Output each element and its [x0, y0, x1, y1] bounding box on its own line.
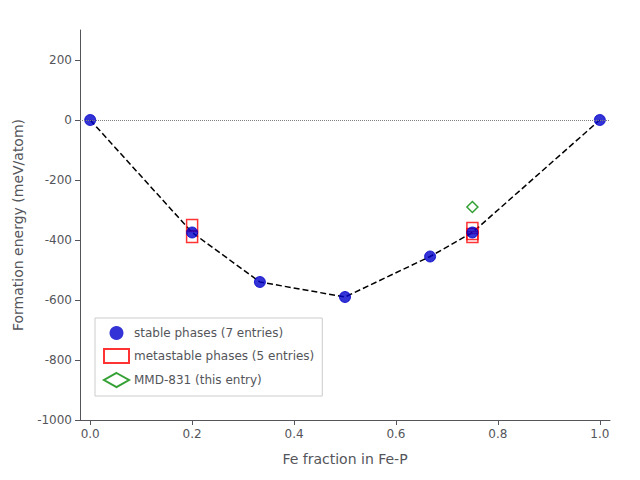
svg-text:stable phases (7 entries): stable phases (7 entries) — [134, 326, 283, 340]
svg-text:200: 200 — [49, 53, 72, 67]
svg-text:0: 0 — [64, 113, 72, 127]
svg-text:metastable phases (5 entries): metastable phases (5 entries) — [134, 349, 314, 363]
svg-text:Fe fraction in Fe-P: Fe fraction in Fe-P — [282, 451, 407, 467]
svg-text:Formation energy (meV/atom): Formation energy (meV/atom) — [10, 119, 26, 331]
svg-text:-800: -800 — [45, 353, 72, 367]
svg-text:0.6: 0.6 — [386, 427, 405, 441]
svg-text:-200: -200 — [45, 173, 72, 187]
svg-text:0.4: 0.4 — [284, 427, 303, 441]
svg-text:1.0: 1.0 — [590, 427, 609, 441]
svg-text:-1000: -1000 — [37, 413, 72, 427]
svg-text:0.0: 0.0 — [81, 427, 100, 441]
svg-text:-600: -600 — [45, 293, 72, 307]
svg-text:-400: -400 — [45, 233, 72, 247]
svg-text:0.2: 0.2 — [183, 427, 202, 441]
svg-text:0.8: 0.8 — [488, 427, 507, 441]
svg-text:MMD-831 (this entry): MMD-831 (this entry) — [134, 373, 262, 387]
